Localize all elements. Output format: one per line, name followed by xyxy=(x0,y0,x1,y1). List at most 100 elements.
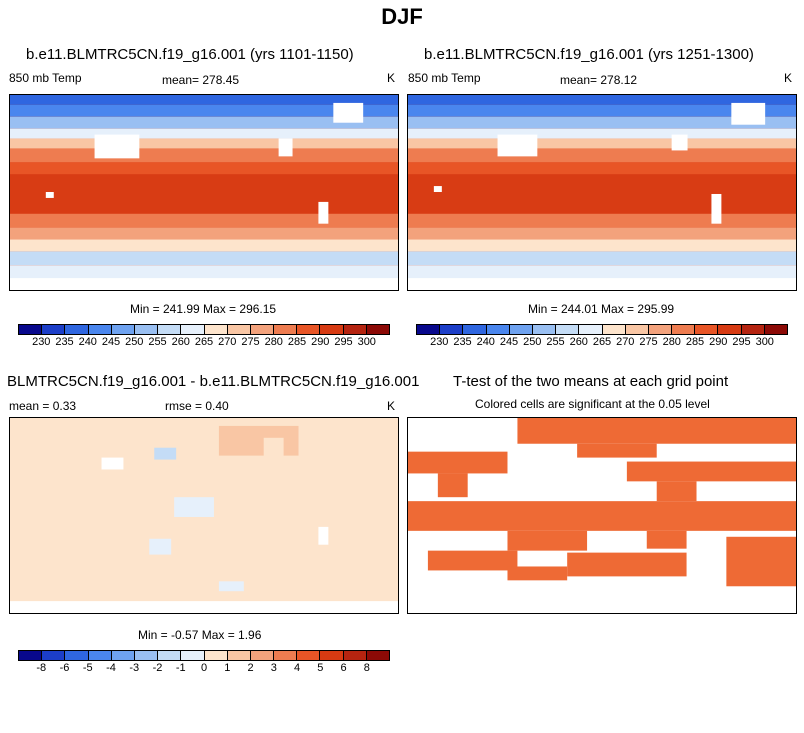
panel3-colorbar-cell xyxy=(19,651,43,660)
panel3-colorbar-cell xyxy=(343,651,367,660)
panel3-min-max: Min = -0.57 Max = 1.96 xyxy=(138,628,262,642)
panel1-colorbar-tick-label: 240 xyxy=(78,336,97,348)
panel4-title: T-test of the two means at each grid poi… xyxy=(453,373,729,390)
panel3-colorbar-cell xyxy=(88,651,112,660)
panel3-colorbar-cell xyxy=(274,651,298,660)
panel2-min-max: Min = 244.01 Max = 295.99 xyxy=(528,302,675,316)
panel1-colorbar-tick-label: 245 xyxy=(101,336,121,348)
panel1-colorbar-cell xyxy=(65,325,89,334)
panel2-colorbar-tick-label: 260 xyxy=(569,336,588,348)
panel3-colorbar-tick-label: -4 xyxy=(106,662,116,674)
panel1-colorbar-tick-label: 300 xyxy=(357,336,376,348)
panel2-colorbar-cell xyxy=(648,325,673,334)
panel1-colorbar-tick-label: 270 xyxy=(218,336,237,348)
panel3-rmse-label: rmse = 0.40 xyxy=(165,399,229,413)
panel2-colorbar-tick-label: 245 xyxy=(499,336,519,348)
panel1-colorbar-cell xyxy=(250,325,275,334)
panel1-units-label: K xyxy=(387,71,396,85)
panel3-colorbar-cell xyxy=(181,651,205,660)
panel2-colorbar-cell xyxy=(486,325,510,334)
panel2-colorbar-tick-label: 240 xyxy=(476,336,495,348)
panel1-colorbar-cell xyxy=(227,325,251,334)
panel3-difference-field xyxy=(10,418,398,613)
panel3-colorbar-tick-label: -1 xyxy=(175,662,186,674)
panel3-colorbar-tick-label: 6 xyxy=(340,662,347,674)
panel3-colorbar-tick-label: 1 xyxy=(224,662,231,674)
panel2-colorbar-cell xyxy=(509,325,533,334)
panel1-colorbar-cell xyxy=(181,325,205,334)
panel1-map xyxy=(9,94,399,291)
panel2-temperature-field xyxy=(408,95,796,290)
panel3-colorbar-labels: -8 -6 -5 -4 -3 -2 -1 0 1 2 3 4 5 6 8 xyxy=(18,662,390,676)
panel3-colorbar xyxy=(18,650,390,661)
panel1-colorbar-cell xyxy=(19,325,43,334)
panel2-colorbar-cell xyxy=(532,325,557,334)
panel1-min-max: Min = 241.99 Max = 296.15 xyxy=(130,302,277,316)
panel3-colorbar-cell xyxy=(366,651,389,660)
panel2-colorbar-cell xyxy=(440,325,464,334)
panel1-colorbar-cell xyxy=(134,325,159,334)
panel2-colorbar xyxy=(416,324,788,335)
panel2-colorbar-tick-label: 250 xyxy=(523,336,542,348)
page-title: DJF xyxy=(381,4,423,29)
panel4-significance-field xyxy=(408,418,796,613)
panel2-colorbar-tick-label: 255 xyxy=(546,336,565,348)
panel2-colorbar-tick-label: 235 xyxy=(453,336,472,348)
panel2-colorbar-cell xyxy=(764,325,787,334)
panel3-colorbar-tick-label: 3 xyxy=(270,662,277,674)
panel1-colorbar-cell xyxy=(343,325,367,334)
panel3-colorbar-cell xyxy=(111,651,135,660)
panel2-colorbar-cell xyxy=(695,325,719,334)
panel2-title: b.e11.BLMTRC5CN.f19_g16.001 (yrs 1251-13… xyxy=(424,46,754,63)
panel2-colorbar-cell xyxy=(579,325,603,334)
panel3-colorbar-cell xyxy=(204,651,228,660)
panel3-colorbar-tick-label: -3 xyxy=(129,662,140,674)
panel2-colorbar-tick-label: 285 xyxy=(685,336,705,348)
panel1-colorbar-cell xyxy=(274,325,298,334)
panel3-colorbar-cell xyxy=(250,651,275,660)
panel3-colorbar-tick-label: -8 xyxy=(36,662,47,674)
panel2-colorbar-cell xyxy=(556,325,580,334)
panel4-map xyxy=(407,417,797,614)
panel2-colorbar-cell xyxy=(672,325,696,334)
panel2-map xyxy=(407,94,797,291)
panel3-colorbar-tick-label: -6 xyxy=(59,662,70,674)
panel1-colorbar-cell xyxy=(204,325,228,334)
panel3-units-label: K xyxy=(387,399,396,413)
panel3-colorbar-tick-label: 8 xyxy=(363,662,370,674)
panel3-map xyxy=(9,417,399,614)
panel2-colorbar-labels: 230 235 240 245 250 255 260 265 270 275 280 285 290 2… xyxy=(416,336,788,350)
panel2-colorbar-tick-label: 230 xyxy=(430,336,449,348)
panel2-colorbar-tick-label: 290 xyxy=(709,336,728,348)
panel2-colorbar-cell xyxy=(741,325,765,334)
panel1-colorbar-cell xyxy=(111,325,135,334)
panel2-colorbar-cell xyxy=(463,325,487,334)
panel2-mean-label: mean= 278.12 xyxy=(560,73,638,87)
panel2-colorbar-cell xyxy=(417,325,441,334)
panel2-colorbar-cell xyxy=(718,325,742,334)
panel3-colorbar-cell xyxy=(297,651,321,660)
panel2-colorbar-tick-label: 300 xyxy=(755,336,774,348)
panel3-colorbar-tick-label: -5 xyxy=(82,662,93,674)
panel2-colorbar-tick-label: 270 xyxy=(616,336,635,348)
panel1-mean-label: mean= 278.45 xyxy=(162,73,240,87)
panel2-colorbar-tick-label: 275 xyxy=(639,336,658,348)
panel1-colorbar-cell xyxy=(366,325,389,334)
panel1-colorbar-tick-label: 235 xyxy=(55,336,74,348)
panel1-colorbar-labels: 230 235 240 245 250 255 260 265 270 275 280 285 290 2… xyxy=(18,336,390,350)
panel2-colorbar-tick-label: 280 xyxy=(662,336,681,348)
panel2-units-label: K xyxy=(784,71,793,85)
panel3-colorbar-tick-label: 0 xyxy=(200,662,208,674)
panel2-colorbar-cell xyxy=(625,325,649,334)
panel3-colorbar-cell xyxy=(320,651,344,660)
panel1-temperature-field xyxy=(10,95,398,290)
panel1-colorbar-cell xyxy=(297,325,321,334)
panel1-colorbar-tick-label: 280 xyxy=(264,336,283,348)
panel3-colorbar-tick-label: 2 xyxy=(247,662,254,674)
panel1-colorbar-tick-label: 230 xyxy=(32,336,51,348)
panel1-colorbar-tick-label: 265 xyxy=(194,336,214,348)
panel3-title: BLMTRC5CN.f19_g16.001 - b.e11.BLMTRC5CN.… xyxy=(7,373,420,390)
panel1-colorbar-cell xyxy=(158,325,182,334)
panel3-colorbar-cell xyxy=(158,651,182,660)
panel1-colorbar-tick-label: 250 xyxy=(125,336,144,348)
